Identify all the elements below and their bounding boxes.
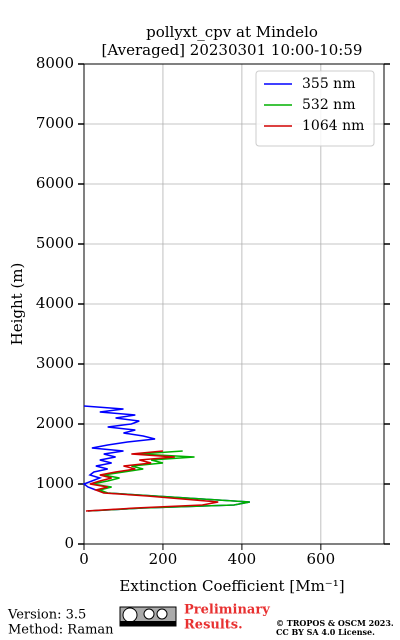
- legend-label: 355 nm: [302, 76, 355, 92]
- notice: Preliminary: [184, 603, 270, 618]
- y-tick-label: 4000: [36, 294, 74, 312]
- x-axis-label: Extinction Coefficient [Mm⁻¹]: [119, 577, 344, 595]
- profile-line: [85, 450, 219, 512]
- y-tick-label: 6000: [36, 174, 74, 192]
- profile-line: [87, 450, 250, 512]
- y-tick-label: 1000: [36, 474, 74, 492]
- y-tick-label: 2000: [36, 414, 74, 432]
- cc-logo: [119, 606, 177, 627]
- y-tick-label: 0: [64, 534, 74, 552]
- y-axis-label: Height (m): [8, 263, 26, 346]
- copyright: CC BY SA 4.0 License.: [276, 627, 375, 637]
- chart-subtitle: [Averaged] 20230301 10:00-10:59: [102, 41, 363, 59]
- y-tick-label: 3000: [36, 354, 74, 372]
- chart-title: pollyxt_cpv at Mindelo: [146, 23, 318, 41]
- y-tick-label: 5000: [36, 234, 74, 252]
- y-tick-label: 7000: [36, 114, 74, 132]
- copyright: © TROPOS & OSCM 2023.: [276, 618, 394, 628]
- x-tick-label: 200: [149, 550, 178, 568]
- y-tick-label: 8000: [36, 54, 74, 72]
- plot-frame: [83, 63, 385, 545]
- legend-box: [255, 70, 375, 147]
- x-tick-label: 600: [307, 550, 336, 568]
- legend-label: 1064 nm: [302, 118, 364, 134]
- method: Method: Raman: [8, 623, 114, 638]
- x-tick-label: 0: [79, 550, 89, 568]
- x-tick-label: 400: [228, 550, 257, 568]
- notice: Results.: [184, 618, 243, 633]
- legend-label: 532 nm: [302, 97, 355, 113]
- version: Version: 3.5: [7, 608, 86, 623]
